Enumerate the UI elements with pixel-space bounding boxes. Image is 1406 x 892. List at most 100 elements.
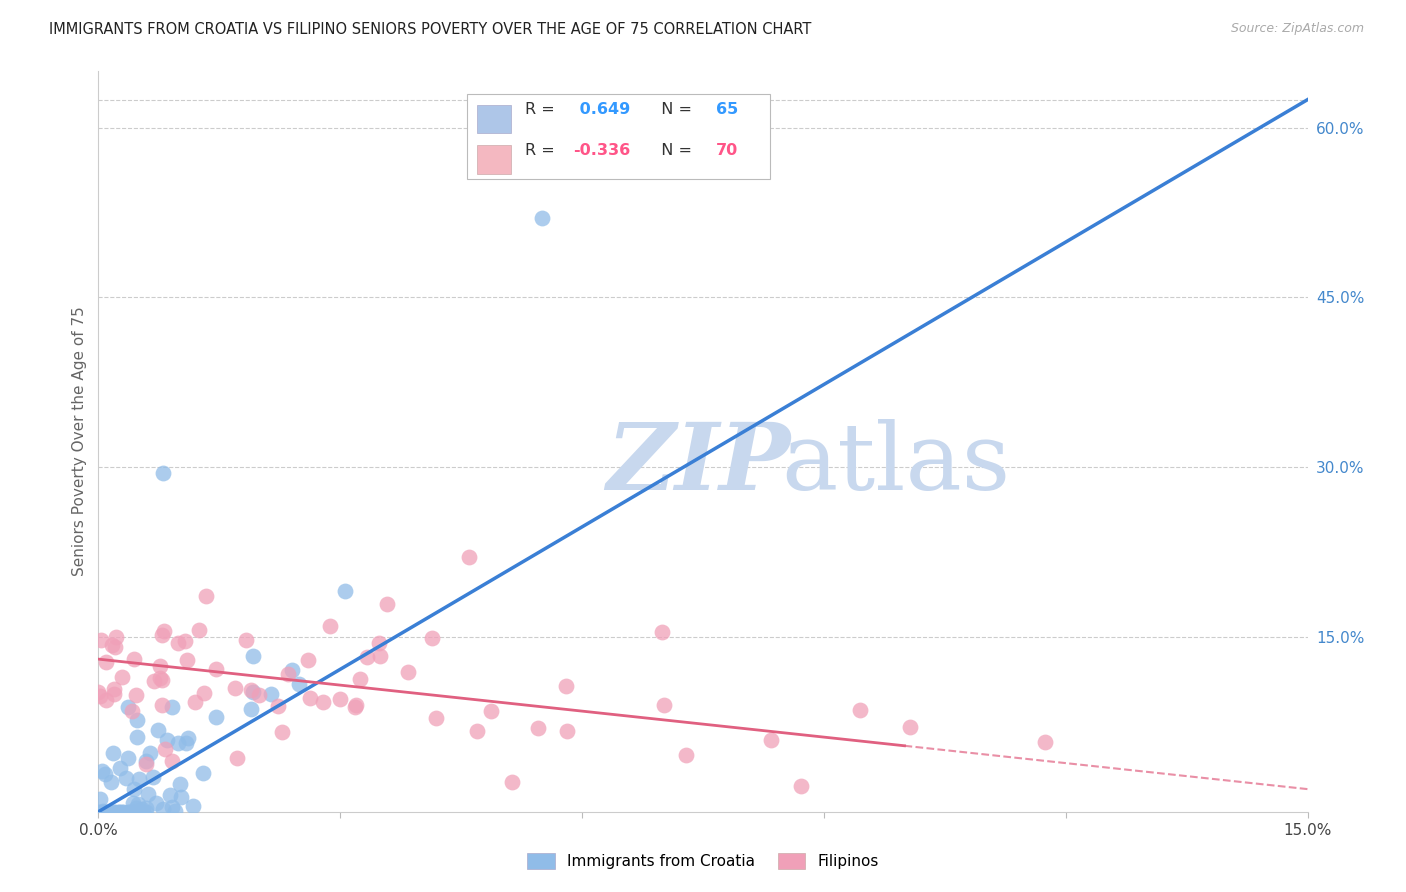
Point bbox=[654, 698, 676, 712]
Point bbox=[135, 756, 157, 771]
Point bbox=[247, 688, 270, 702]
Point bbox=[96, 656, 118, 670]
Point bbox=[155, 742, 177, 756]
Point bbox=[159, 788, 181, 802]
Point bbox=[224, 681, 246, 695]
Point bbox=[93, 767, 115, 781]
Point bbox=[465, 723, 488, 738]
Text: ZIP: ZIP bbox=[606, 418, 790, 508]
Point bbox=[107, 805, 129, 819]
Point bbox=[111, 669, 134, 683]
Point bbox=[344, 700, 367, 714]
Point bbox=[193, 686, 215, 700]
Point bbox=[91, 805, 114, 819]
Point bbox=[121, 805, 143, 819]
FancyBboxPatch shape bbox=[467, 94, 769, 178]
Point bbox=[181, 799, 204, 814]
Point bbox=[458, 550, 481, 565]
Point bbox=[319, 619, 342, 633]
Point bbox=[138, 746, 160, 760]
Point bbox=[127, 713, 149, 727]
Point bbox=[100, 775, 122, 789]
Point bbox=[349, 673, 371, 687]
Point bbox=[557, 723, 579, 738]
Point bbox=[242, 685, 264, 699]
Point bbox=[239, 683, 262, 698]
Point bbox=[135, 800, 157, 814]
Point bbox=[152, 802, 174, 816]
Text: 0.649: 0.649 bbox=[574, 103, 630, 118]
Text: 70: 70 bbox=[716, 144, 738, 158]
Text: atlas: atlas bbox=[782, 418, 1011, 508]
Point bbox=[124, 801, 146, 815]
Point bbox=[425, 711, 447, 725]
Point bbox=[759, 733, 782, 747]
Point bbox=[122, 797, 145, 811]
Point bbox=[204, 710, 226, 724]
Text: R =: R = bbox=[526, 103, 560, 118]
Point bbox=[160, 754, 183, 768]
Point bbox=[651, 624, 673, 639]
Point bbox=[288, 676, 311, 690]
Text: 65: 65 bbox=[716, 103, 738, 118]
Point bbox=[132, 805, 155, 819]
Point bbox=[149, 671, 172, 685]
Point bbox=[150, 673, 173, 688]
Point bbox=[675, 748, 697, 763]
Point bbox=[103, 687, 125, 701]
FancyBboxPatch shape bbox=[477, 104, 510, 133]
Point bbox=[108, 805, 131, 819]
Point bbox=[156, 732, 179, 747]
Point bbox=[167, 736, 190, 750]
Point bbox=[299, 691, 322, 706]
Point bbox=[187, 624, 209, 638]
Point bbox=[152, 628, 174, 642]
Point bbox=[530, 211, 553, 226]
Point bbox=[142, 770, 165, 784]
Point bbox=[149, 658, 172, 673]
Text: -0.336: -0.336 bbox=[574, 144, 631, 158]
Text: N =: N = bbox=[651, 144, 697, 158]
Point bbox=[333, 584, 356, 599]
Point bbox=[104, 640, 127, 655]
Point bbox=[89, 792, 111, 806]
Point bbox=[1035, 734, 1057, 748]
Point bbox=[87, 685, 110, 699]
Point bbox=[91, 804, 114, 818]
Point bbox=[153, 624, 176, 638]
Point bbox=[129, 805, 152, 819]
Point bbox=[128, 772, 150, 786]
Point bbox=[169, 777, 191, 791]
Point bbox=[90, 632, 112, 647]
Point bbox=[240, 702, 263, 716]
Point bbox=[849, 703, 872, 717]
Point bbox=[122, 782, 145, 797]
Point bbox=[344, 698, 367, 712]
Point bbox=[104, 805, 127, 819]
Point bbox=[127, 797, 149, 812]
Point bbox=[312, 695, 335, 709]
Point bbox=[260, 687, 283, 701]
Point bbox=[193, 766, 215, 780]
Y-axis label: Seniors Poverty Over the Age of 75: Seniors Poverty Over the Age of 75 bbox=[72, 307, 87, 576]
Point bbox=[377, 597, 399, 611]
Point bbox=[479, 704, 502, 718]
Point bbox=[101, 638, 124, 652]
Point bbox=[145, 796, 167, 810]
Point bbox=[235, 632, 257, 647]
Point bbox=[204, 662, 226, 676]
Point bbox=[225, 750, 247, 764]
Point bbox=[117, 805, 139, 819]
Point bbox=[122, 805, 145, 819]
Point bbox=[117, 751, 139, 765]
Point bbox=[132, 805, 155, 819]
Point bbox=[368, 635, 391, 649]
Point bbox=[103, 805, 125, 819]
Point bbox=[89, 689, 111, 703]
Point bbox=[277, 667, 299, 681]
Point bbox=[117, 700, 139, 714]
Point bbox=[91, 764, 114, 778]
Point bbox=[103, 682, 125, 697]
Point bbox=[267, 699, 290, 714]
Point bbox=[422, 631, 444, 645]
